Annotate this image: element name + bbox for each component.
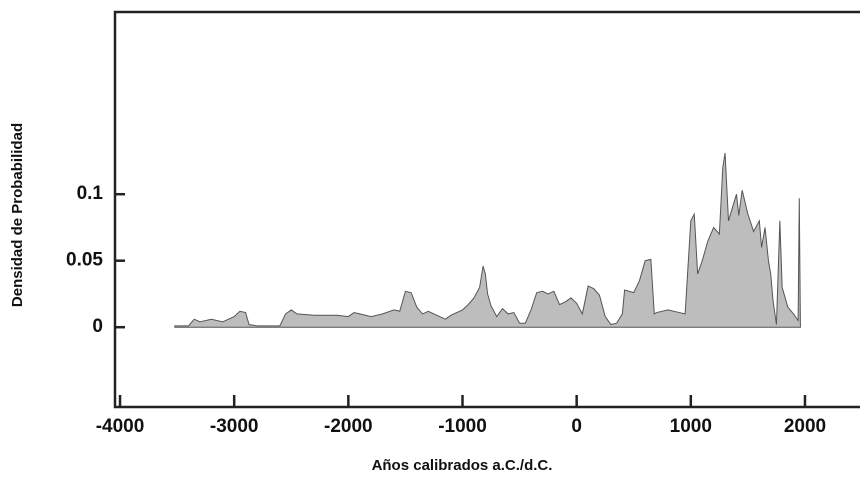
x-tick-label: -1000: [438, 416, 487, 437]
x-tick-label: 0: [571, 416, 582, 437]
x-tick-label: -2000: [324, 416, 373, 437]
frame: [113, 10, 860, 409]
y-tick-label: 0.05: [66, 250, 103, 271]
y-axis-title: Densidad de Probabilidad: [9, 123, 26, 307]
x-tick-label: 1000: [670, 416, 712, 437]
x-axis-title: Años calibrados a.C./d.C.: [372, 457, 553, 474]
y-tick-label: 0: [92, 316, 103, 337]
y-tick-label: 0.1: [77, 183, 104, 204]
x-tick-label: 2000: [784, 416, 826, 437]
density-area: [174, 152, 801, 328]
x-tick-label: -4000: [96, 416, 145, 437]
x-tick-label: -3000: [210, 416, 259, 437]
